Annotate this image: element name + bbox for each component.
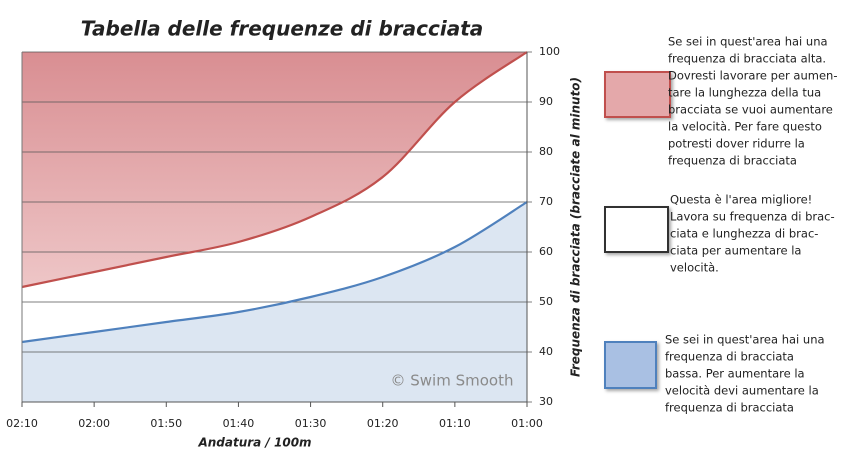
x-tick-label: 01:20: [367, 417, 399, 430]
y-tick-label: 50: [539, 295, 553, 308]
note-line: Se sei in quest'area hai una: [668, 35, 828, 49]
y-tick-label: 80: [539, 145, 553, 158]
note-line: tare la lunghezza della tua: [668, 86, 821, 100]
x-tick-label: 02:10: [6, 417, 38, 430]
x-tick-label: 01:10: [439, 417, 471, 430]
note-line: la velocità. Per fare questo: [668, 120, 822, 134]
y-tick-label: 90: [539, 95, 553, 108]
y-tick-label: 60: [539, 245, 553, 258]
note-line: bassa. Per aumentare la: [665, 367, 805, 381]
note-line: Questa è l'area migliore!: [670, 193, 812, 207]
line: [21, 201, 528, 344]
legend-box: [604, 341, 657, 389]
note-line: potresti dover ridurre la: [668, 137, 805, 151]
note-line: frequenza di bracciata: [668, 154, 797, 168]
note-line: bracciata se vuoi aumentare: [668, 103, 833, 117]
chart-title: Tabella delle frequenze di bracciata: [81, 17, 484, 41]
x-tick-label: 02:00: [78, 417, 110, 430]
y-tick-label: 100: [539, 45, 560, 58]
note-line: ciata per aumentare la: [670, 244, 801, 258]
x-tick-label: 01:40: [223, 417, 255, 430]
legend-box: [604, 206, 669, 253]
x-tick-label: 01:50: [150, 417, 182, 430]
legend-box: [604, 71, 671, 118]
note-line: Lavora su frequenza di brac-: [670, 210, 835, 224]
area: [22, 52, 527, 287]
line: [21, 51, 528, 289]
y-tick-label: 30: [539, 395, 553, 408]
note-line: Se sei in quest'area hai una: [665, 333, 825, 347]
y-tick-label: 40: [539, 345, 553, 358]
y-tick-label: 70: [539, 195, 553, 208]
note-line: velocità.: [670, 261, 719, 275]
x-tick-label: 01:00: [511, 417, 543, 430]
y-axis-label: Frequenza di bracciata (bracciate al min…: [569, 77, 583, 377]
note-line: frequenza di bracciata: [665, 350, 794, 364]
watermark: © Swim Smooth: [391, 372, 514, 390]
note-line: ciata e lunghezza di brac-: [670, 227, 818, 241]
note-line: frequenza di bracciata: [665, 401, 794, 415]
x-tick-label: 01:30: [295, 417, 327, 430]
note-line: Dovresti lavorare per aumen-: [668, 69, 837, 83]
x-axis-label: Andatura / 100m: [197, 436, 311, 450]
note-line: frequenza di bracciata alta.: [668, 52, 826, 66]
note-line: velocità devi aumentare la: [665, 384, 819, 398]
